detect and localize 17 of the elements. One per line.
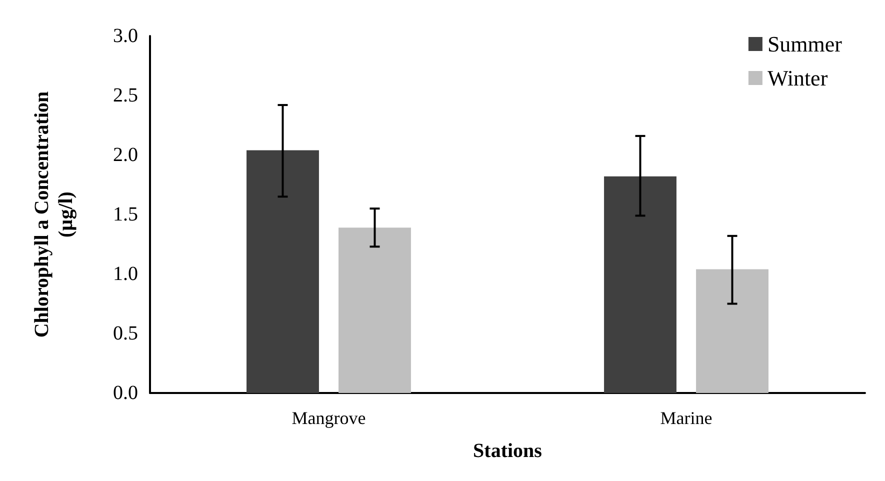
legend-label: Summer	[767, 32, 843, 56]
x-tick-label: Marine	[660, 408, 712, 428]
y-tick-label: 3.0	[113, 25, 138, 47]
bar	[696, 269, 768, 393]
y-tick-label: 0.5	[113, 322, 138, 344]
y-tick-label: 1.0	[113, 263, 138, 285]
x-tick-label: Mangrove	[292, 408, 366, 428]
y-tick-label: 0.0	[113, 382, 138, 404]
legend-label: Winter	[767, 66, 828, 90]
y-axis-title: Chlorophyll a Concentration (µg/l)	[31, 91, 77, 338]
y-tick-label: 2.5	[113, 84, 138, 106]
y-tick-label: 1.5	[113, 204, 138, 226]
bar	[246, 150, 319, 393]
x-axis-title: Stations	[473, 440, 542, 462]
bar	[604, 176, 676, 393]
y-tick-label: 2.0	[113, 144, 138, 166]
bar	[338, 228, 411, 393]
